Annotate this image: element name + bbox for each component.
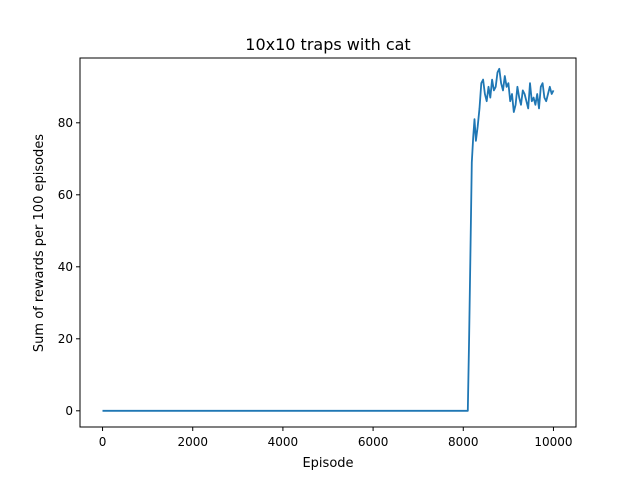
y-tick-label: 20	[58, 332, 73, 346]
y-tick-label: 80	[58, 116, 73, 130]
x-tick-label: 4000	[268, 435, 299, 449]
x-axis-label: Episode	[302, 456, 353, 471]
plot-area	[102, 67, 555, 412]
x-tick-label: 8000	[448, 435, 479, 449]
x-tick-label: 6000	[358, 435, 389, 449]
y-tick-label: 0	[65, 404, 73, 418]
x-tick-label: 10000	[534, 435, 572, 449]
y-tick-label: 40	[58, 260, 73, 274]
x-axis-ticks: 0 2000 4000 6000 8000 10000	[99, 427, 573, 449]
y-tick-label: 60	[58, 188, 73, 202]
x-tick-label: 0	[99, 435, 107, 449]
chart-title: 10x10 traps with cat	[245, 35, 410, 54]
y-axis-label: Sum of rewards per 100 episodes	[32, 134, 47, 352]
series-line	[102, 67, 555, 412]
axes-frame	[79, 57, 577, 428]
x-tick-label: 2000	[177, 435, 208, 449]
y-axis-ticks: 0 20 40 60 80	[58, 116, 80, 418]
